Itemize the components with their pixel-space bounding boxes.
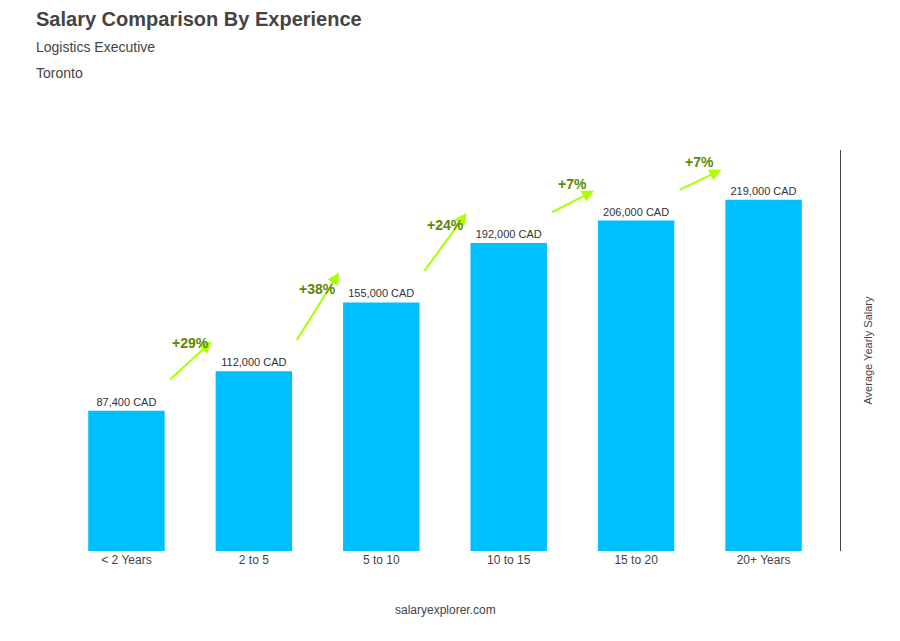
svg-text:20+ Years: 20+ Years bbox=[737, 553, 791, 567]
svg-text:salaryexplorer.com: salaryexplorer.com bbox=[395, 603, 496, 617]
svg-text:87,400 CAD: 87,400 CAD bbox=[96, 396, 156, 408]
svg-text:5 to 10: 5 to 10 bbox=[363, 553, 400, 567]
svg-text:+38%: +38% bbox=[299, 281, 336, 297]
svg-text:< 2 Years: < 2 Years bbox=[101, 553, 151, 567]
svg-text:Salary Comparison By Experienc: Salary Comparison By ExperienceLogistics… bbox=[36, 8, 362, 81]
svg-text:Average Yearly Salary: Average Yearly Salary bbox=[862, 296, 874, 405]
svg-text:+24%: +24% bbox=[427, 217, 464, 233]
svg-text:219,000 CAD: 219,000 CAD bbox=[730, 185, 796, 197]
svg-text:+7%: +7% bbox=[558, 176, 587, 192]
svg-text:+7%: +7% bbox=[685, 154, 714, 170]
svg-text:+29%: +29% bbox=[172, 335, 209, 351]
svg-text:112,000 CAD: 112,000 CAD bbox=[221, 356, 286, 368]
svg-text:2 to 5: 2 to 5 bbox=[239, 553, 269, 567]
svg-text:206,000 CAD: 206,000 CAD bbox=[603, 206, 669, 218]
svg-text:155,000 CAD: 155,000 CAD bbox=[348, 287, 414, 299]
svg-text:192,000 CAD: 192,000 CAD bbox=[476, 228, 542, 240]
svg-text:10 to 15: 10 to 15 bbox=[487, 553, 531, 567]
svg-text:15 to 20: 15 to 20 bbox=[614, 553, 658, 567]
